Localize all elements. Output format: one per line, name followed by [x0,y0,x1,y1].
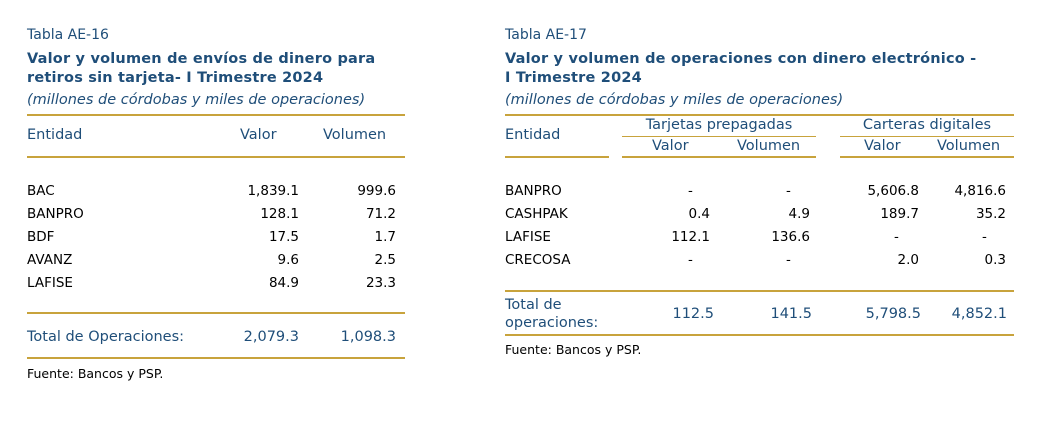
table-row: LAFISE 112.1 136.6 - - [505,226,1010,248]
table-row: BANPRO - - 5,606.8 4,816.6 [505,180,1010,202]
table-label: Tabla AE-16 [27,27,109,43]
header-tp-volume: Volumen [737,138,801,154]
total-tp-volume: 141.5 [770,306,812,322]
table-row: CRECOSA - - 2.0 0.3 [505,249,1010,271]
total-cd-value: 5,798.5 [865,306,921,322]
cell-value: 1,839.1 [247,183,299,199]
cell-cd-value: 189.7 [880,206,919,222]
total-row: Total de Operaciones: 2,079.3 1,098.3 [27,326,397,348]
total-label: Total de operaciones: [505,296,598,332]
total-tp-value: 112.5 [672,306,714,322]
table-row: BANPRO 128.1 71.2 [27,203,397,225]
cell-entity: BANPRO [27,206,84,222]
table-row: CASHPAK 0.4 4.9 189.7 35.2 [505,203,1010,225]
cell-entity: LAFISE [505,229,551,245]
title-line-1: Valor y volumen de operaciones con diner… [505,51,977,67]
header-value: Valor [240,127,277,143]
cell-value: 17.5 [268,229,299,245]
header-tp-value: Valor [652,138,689,154]
cell-cd-volume: 4,816.6 [954,183,1006,199]
cell-volume: 71.2 [365,206,396,222]
total-label-line-1: Total de [505,297,562,313]
cell-cd-volume: 0.3 [984,252,1006,268]
table-subtitle: (millones de córdobas y miles de operaci… [27,92,366,108]
cell-volume: 2.5 [374,252,396,268]
group-prepaid-rule [622,136,816,137]
header-entity: Entidad [27,127,83,143]
cell-tp-volume: - [786,183,791,199]
header-rule-entity [505,156,609,158]
total-label: Total de Operaciones: [27,329,185,345]
bottom-rule [505,334,1014,336]
cell-entity: BAC [27,183,55,199]
total-label-line-2: operaciones: [505,315,599,331]
source-note: Fuente: Bancos y PSP. [27,366,164,381]
cell-value: 9.6 [277,252,299,268]
cell-tp-value: 0.4 [688,206,710,222]
cell-entity: CRECOSA [505,252,571,268]
total-cd-volume: 4,852.1 [951,306,1007,322]
total-top-rule [27,312,405,314]
top-rule [505,114,1014,116]
cell-entity: BANPRO [505,183,562,199]
source-note: Fuente: Bancos y PSP. [505,342,642,357]
cell-tp-volume: - [786,252,791,268]
header-rule-wallets [840,156,1014,158]
title-line-2: retiros sin tarjeta- I Trimestre 2024 [27,70,324,86]
header-group-prepaid: Tarjetas prepagadas [645,117,793,133]
cell-tp-volume: 136.6 [771,229,810,245]
table-title: Valor y volumen de envíos de dinero para… [27,50,407,88]
cell-value: 128.1 [260,206,299,222]
header-cd-volume: Volumen [937,138,1001,154]
title-line-2: I Trimestre 2024 [505,70,642,86]
header-rule-prepaid [622,156,816,158]
cell-volume: 1.7 [374,229,396,245]
total-volume: 1,098.3 [340,329,396,345]
cell-entity: AVANZ [27,252,73,268]
table-row: AVANZ 9.6 2.5 [27,249,397,271]
table-label: Tabla AE-17 [505,27,587,43]
cell-entity: CASHPAK [505,206,568,222]
cell-cd-value: 5,606.8 [867,183,919,199]
cell-tp-value: - [688,252,693,268]
header-group-wallets: Carteras digitales [862,117,992,133]
header-volume: Volumen [323,127,387,143]
cell-entity: LAFISE [27,275,73,291]
bottom-rule [27,357,405,359]
table-row: LAFISE 84.9 23.3 [27,272,397,294]
table-row: BDF 17.5 1.7 [27,226,397,248]
group-wallets-rule [840,136,1014,137]
cell-tp-value: - [688,183,693,199]
cell-cd-volume: - [982,229,987,245]
total-top-rule [505,290,1014,292]
cell-volume: 23.3 [365,275,396,291]
cell-value: 84.9 [268,275,299,291]
table-subtitle: (millones de córdobas y miles de operaci… [505,92,844,108]
cell-tp-volume: 4.9 [788,206,810,222]
cell-cd-volume: 35.2 [975,206,1006,222]
total-value: 2,079.3 [243,329,299,345]
cell-cd-value: - [894,229,899,245]
cell-volume: 999.6 [357,183,396,199]
top-rule [27,114,405,116]
header-rule [27,156,405,158]
cell-cd-value: 2.0 [897,252,919,268]
table-title: Valor y volumen de operaciones con diner… [505,50,1025,88]
cell-tp-value: 112.1 [671,229,710,245]
table-row: BAC 1,839.1 999.6 [27,180,397,202]
header-cd-value: Valor [864,138,901,154]
total-row: 112.5 141.5 5,798.5 4,852.1 [505,303,1010,325]
title-line-1: Valor y volumen de envíos de dinero para [27,51,376,67]
cell-entity: BDF [27,229,55,245]
header-entity: Entidad [505,127,561,143]
